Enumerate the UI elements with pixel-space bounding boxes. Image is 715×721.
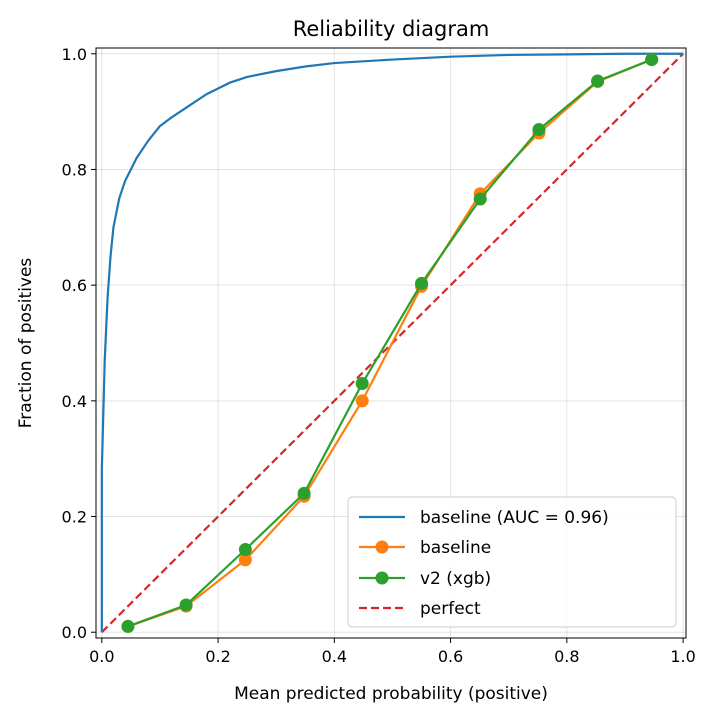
x-tick-label: 0.4 bbox=[322, 647, 347, 666]
x-tick-label: 0.0 bbox=[89, 647, 114, 666]
data-point-baseline bbox=[355, 394, 369, 408]
legend-marker-v2-xgb bbox=[375, 571, 389, 585]
data-point-v2-xgb bbox=[121, 619, 135, 633]
x-tick-label: 0.6 bbox=[438, 647, 463, 666]
data-point-v2-xgb bbox=[415, 276, 429, 290]
data-point-v2-xgb bbox=[473, 192, 487, 206]
data-point-v2-xgb bbox=[297, 486, 311, 500]
chart-title: Reliability diagram bbox=[293, 17, 490, 41]
x-tick-label: 0.8 bbox=[554, 647, 579, 666]
plot-lines bbox=[100, 52, 684, 633]
x-tick-label: 0.2 bbox=[205, 647, 230, 666]
series-line-v2-xgb bbox=[127, 58, 653, 628]
legend-marker-baseline bbox=[375, 540, 389, 554]
legend-label-perfect: perfect bbox=[420, 599, 481, 619]
series-line-baseline-auc-0-96 bbox=[100, 52, 684, 633]
x-tick-label: 1.0 bbox=[670, 647, 695, 666]
y-axis-label: Fraction of positives bbox=[16, 258, 36, 429]
y-tick-label: 1.0 bbox=[62, 45, 87, 64]
data-point-v2-xgb bbox=[355, 376, 369, 390]
data-point-v2-xgb bbox=[179, 598, 193, 612]
data-point-v2-xgb bbox=[645, 53, 659, 67]
legend-label-baseline: baseline bbox=[420, 538, 491, 558]
y-tick-label: 0.8 bbox=[62, 160, 87, 179]
x-axis-label: Mean predicted probability (positive) bbox=[234, 684, 548, 704]
y-tick-label: 0.4 bbox=[62, 392, 87, 411]
legend-box bbox=[347, 496, 677, 628]
y-tick-label: 0.2 bbox=[62, 508, 87, 527]
legend-label-baseline-auc: baseline (AUC = 0.96) bbox=[420, 508, 609, 528]
legend: baseline (AUC = 0.96) baseline v2 (xgb) … bbox=[347, 496, 677, 628]
data-point-v2-xgb bbox=[591, 74, 605, 88]
data-point-v2-xgb bbox=[238, 543, 252, 556]
y-tick-label: 0.6 bbox=[62, 276, 87, 295]
data-point-v2-xgb bbox=[532, 123, 546, 137]
series-line-baseline bbox=[127, 58, 653, 628]
y-tick-label: 0.0 bbox=[62, 623, 87, 642]
axes-frame bbox=[95, 47, 687, 639]
ticks: 0.0 0.2 0.4 0.6 0.8 1.0 0.0 0.2 0.4 0.6 0.8 1.0 bbox=[62, 45, 696, 666]
data-point-baseline bbox=[238, 553, 252, 567]
legend-label-v2-xgb: v2 (xgb) bbox=[420, 569, 491, 589]
